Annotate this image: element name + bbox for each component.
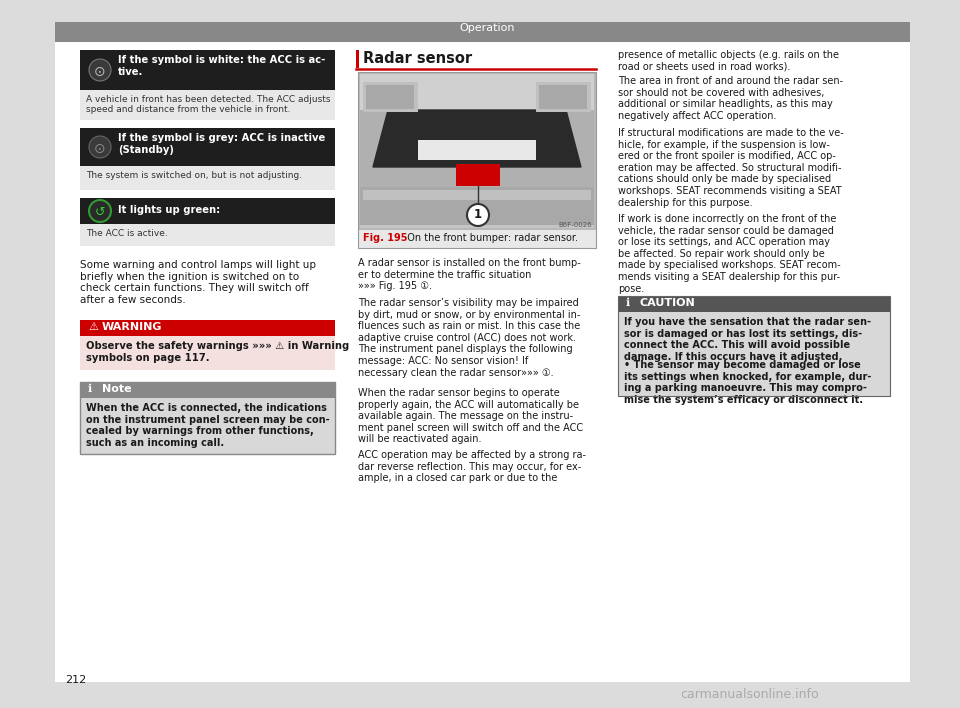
Bar (80, 166, 335, 190)
Text: ⊙: ⊙ (94, 65, 106, 79)
Text: The area in front of and around the radar sen-
sor should not be covered with ad: The area in front of and around the rada… (618, 76, 843, 121)
Bar (358, 230, 596, 248)
Bar (80, 320, 335, 370)
Text: 212: 212 (65, 675, 86, 685)
Text: If structural modifications are made to the ve-
hicle, for example, if the suspe: If structural modifications are made to … (618, 128, 844, 207)
Bar (363, 190, 591, 200)
Text: It lights up green:: It lights up green: (118, 205, 220, 215)
Text: A radar sensor is installed on the front bump-
er to determine the traffic situa: A radar sensor is installed on the front… (358, 258, 581, 291)
Text: The radar sensor’s visibility may be impaired
by dirt, mud or snow, or by enviro: The radar sensor’s visibility may be imp… (358, 298, 581, 377)
Text: ℹ: ℹ (88, 384, 92, 394)
Bar (80, 128, 335, 166)
Text: CAUTION: CAUTION (640, 298, 696, 308)
Text: If you have the sensation that the radar sen-
sor is damaged or has lost its set: If you have the sensation that the radar… (624, 317, 871, 362)
Text: Observe the safety warnings »»» ⚠ in Warning
symbols on page 117.: Observe the safety warnings »»» ⚠ in War… (86, 341, 349, 362)
Text: ACC operation may be affected by a strong ra-
dar reverse reflection. This may o: ACC operation may be affected by a stron… (358, 450, 586, 483)
Bar (618, 296, 890, 396)
Text: • The sensor may become damaged or lose
its settings when knocked, for example, : • The sensor may become damaged or lose … (624, 360, 872, 405)
Bar (358, 72, 596, 248)
Bar (618, 312, 890, 396)
Bar (80, 50, 335, 90)
Bar (80, 224, 335, 246)
Bar (358, 72, 596, 230)
Text: Operation: Operation (459, 23, 515, 33)
Bar (539, 85, 587, 109)
Bar (80, 382, 335, 398)
Circle shape (89, 200, 111, 222)
Bar (456, 164, 500, 186)
Text: On the front bumper: radar sensor.: On the front bumper: radar sensor. (401, 233, 578, 243)
Text: The system is switched on, but is not adjusting.: The system is switched on, but is not ad… (86, 171, 302, 180)
Bar (360, 74, 594, 114)
Text: presence of metallic objects (e.g. rails on the
road or sheets used in road work: presence of metallic objects (e.g. rails… (618, 50, 839, 72)
Bar (360, 187, 594, 225)
Bar (80, 320, 335, 336)
Bar (55, 22, 910, 682)
Polygon shape (373, 110, 581, 167)
Text: If the symbol is white: the ACC is ac-
tive.: If the symbol is white: the ACC is ac- t… (118, 55, 325, 76)
Text: If the symbol is grey: ACC is inactive
(Standby): If the symbol is grey: ACC is inactive (… (118, 133, 325, 154)
Bar (80, 382, 335, 454)
Circle shape (467, 204, 489, 226)
Bar (80, 336, 335, 370)
Text: Fig. 195: Fig. 195 (363, 233, 407, 243)
Circle shape (89, 59, 111, 81)
Text: Radar sensor: Radar sensor (363, 51, 472, 66)
Text: carmanualsonline.info: carmanualsonline.info (680, 688, 819, 701)
Circle shape (89, 136, 111, 158)
Bar (363, 82, 418, 112)
Text: ↺: ↺ (95, 206, 106, 219)
Text: A vehicle in front has been detected. The ACC adjusts
speed and distance from th: A vehicle in front has been detected. Th… (86, 95, 330, 115)
Text: WARNING: WARNING (102, 322, 162, 332)
Text: 1: 1 (474, 208, 482, 221)
Text: When the ACC is connected, the indications
on the instrument panel screen may be: When the ACC is connected, the indicatio… (86, 403, 329, 447)
Bar (366, 85, 414, 109)
Bar (360, 110, 594, 190)
Bar (536, 82, 591, 112)
Text: ⊙: ⊙ (94, 142, 106, 156)
Bar (360, 74, 594, 228)
Bar (80, 336, 335, 370)
Text: If work is done incorrectly on the front of the
vehicle, the radar sensor could : If work is done incorrectly on the front… (618, 214, 841, 294)
Text: Some warning and control lamps will light up
briefly when the ignition is switch: Some warning and control lamps will ligh… (80, 260, 316, 305)
Bar (618, 296, 890, 312)
Text: The ACC is active.: The ACC is active. (86, 229, 168, 238)
Bar (80, 198, 335, 224)
Text: B6F-0026: B6F-0026 (559, 222, 592, 228)
Bar (80, 398, 335, 454)
Bar (55, 22, 910, 42)
Bar (80, 90, 335, 120)
Text: Note: Note (102, 384, 132, 394)
Text: When the radar sensor begins to operate
properly again, the ACC will automatical: When the radar sensor begins to operate … (358, 388, 583, 445)
Bar (418, 140, 536, 160)
Text: ⚠: ⚠ (88, 322, 98, 332)
Text: ℹ: ℹ (626, 298, 631, 308)
Bar (356, 50, 359, 68)
